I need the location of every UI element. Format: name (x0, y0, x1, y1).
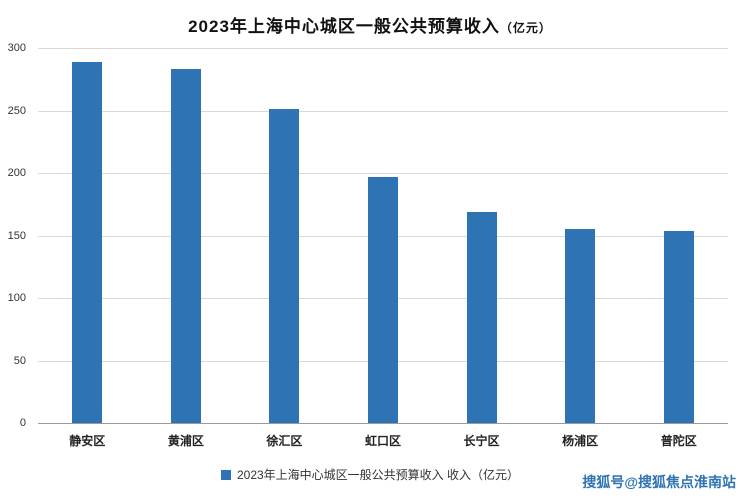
chart-title-unit: （亿元） (499, 21, 552, 35)
legend: 2023年上海中心城区一般公共预算收入 收入（亿元） (0, 466, 740, 483)
x-tick-label: 虹口区 (364, 434, 402, 448)
gridline (38, 48, 728, 49)
x-axis: 静安区 黄浦区 徐汇区 虹口区 长宁区 杨浦区 普陀区 (38, 432, 728, 450)
x-tick-label: 徐汇区 (266, 434, 303, 448)
chart-title-main: 2023年上海中心城区一般公共预算收入 (188, 17, 500, 36)
gridline (38, 173, 728, 174)
x-tick-label: 长宁区 (463, 434, 500, 448)
bar-静安区 (72, 61, 103, 423)
y-tick-label: 250 (7, 104, 26, 117)
y-tick-label: 0 (19, 417, 26, 429)
bar-杨浦区 (565, 229, 596, 423)
bar-长宁区 (466, 211, 497, 423)
y-axis: 0 50 100 150 200 250 300 (0, 42, 32, 429)
y-tick-label: 200 (7, 167, 26, 179)
y-tick-label: 100 (7, 292, 26, 304)
gridline (38, 110, 728, 112)
y-tick-label: 300 (7, 42, 26, 54)
bar-虹口区 (368, 176, 398, 423)
legend-label: 2023年上海中心城区一般公共预算收入 收入（亿元） (236, 468, 520, 482)
bar-黄浦区 (170, 69, 201, 423)
x-tick-label: 静安区 (69, 434, 106, 448)
watermark-text: 搜狐号@搜狐焦点淮南站 (582, 474, 736, 490)
chart-title: 2023年上海中心城区一般公共预算收入（亿元） (0, 12, 740, 37)
x-tick-label: 黄浦区 (167, 434, 204, 448)
bar-普陀区 (663, 230, 694, 423)
x-tick-label: 杨浦区 (562, 434, 599, 448)
y-tick-label: 150 (7, 229, 26, 242)
plot-area (38, 48, 728, 424)
y-tick-label: 50 (13, 354, 26, 367)
x-tick-label: 普陀区 (660, 434, 697, 448)
legend-swatch-icon (220, 469, 231, 480)
bar-徐汇区 (269, 109, 300, 423)
